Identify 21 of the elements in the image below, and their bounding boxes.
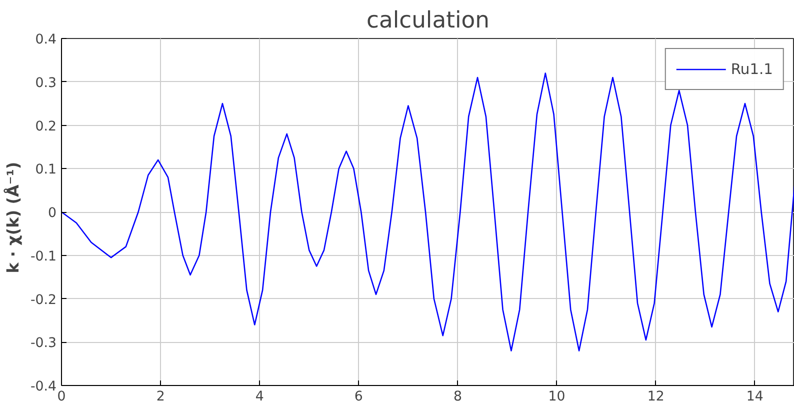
line-series bbox=[62, 72, 794, 352]
x-tick-label: 12 bbox=[647, 390, 664, 403]
y-tick-label: 0 bbox=[48, 206, 57, 221]
y-axis-title: k · χ(k) (Å⁻¹) bbox=[3, 162, 22, 274]
x-tick-label: 0 bbox=[57, 390, 66, 403]
y-tick-label: 0.4 bbox=[35, 32, 57, 48]
y-tick-label: 0.3 bbox=[35, 76, 57, 91]
legend-label: Ru1.1 bbox=[730, 60, 773, 78]
x-tick-label: 6 bbox=[354, 390, 363, 403]
x-tick-label: 4 bbox=[255, 390, 264, 403]
x-tick-label: 10 bbox=[548, 390, 566, 403]
y-tick-label: -0.2 bbox=[30, 292, 57, 308]
x-tick-label: 2 bbox=[156, 390, 165, 403]
y-tick-label: 0.2 bbox=[35, 119, 57, 134]
y-tick-label: -0.1 bbox=[30, 249, 57, 264]
chart-title: calculation bbox=[366, 8, 490, 34]
y-tick-label: -0.4 bbox=[30, 380, 57, 394]
y-tick-label: 0.1 bbox=[35, 162, 57, 178]
x-tick-label: 14 bbox=[746, 390, 764, 403]
y-tick-label: -0.3 bbox=[30, 336, 57, 352]
x-tick-label: 8 bbox=[453, 390, 462, 403]
